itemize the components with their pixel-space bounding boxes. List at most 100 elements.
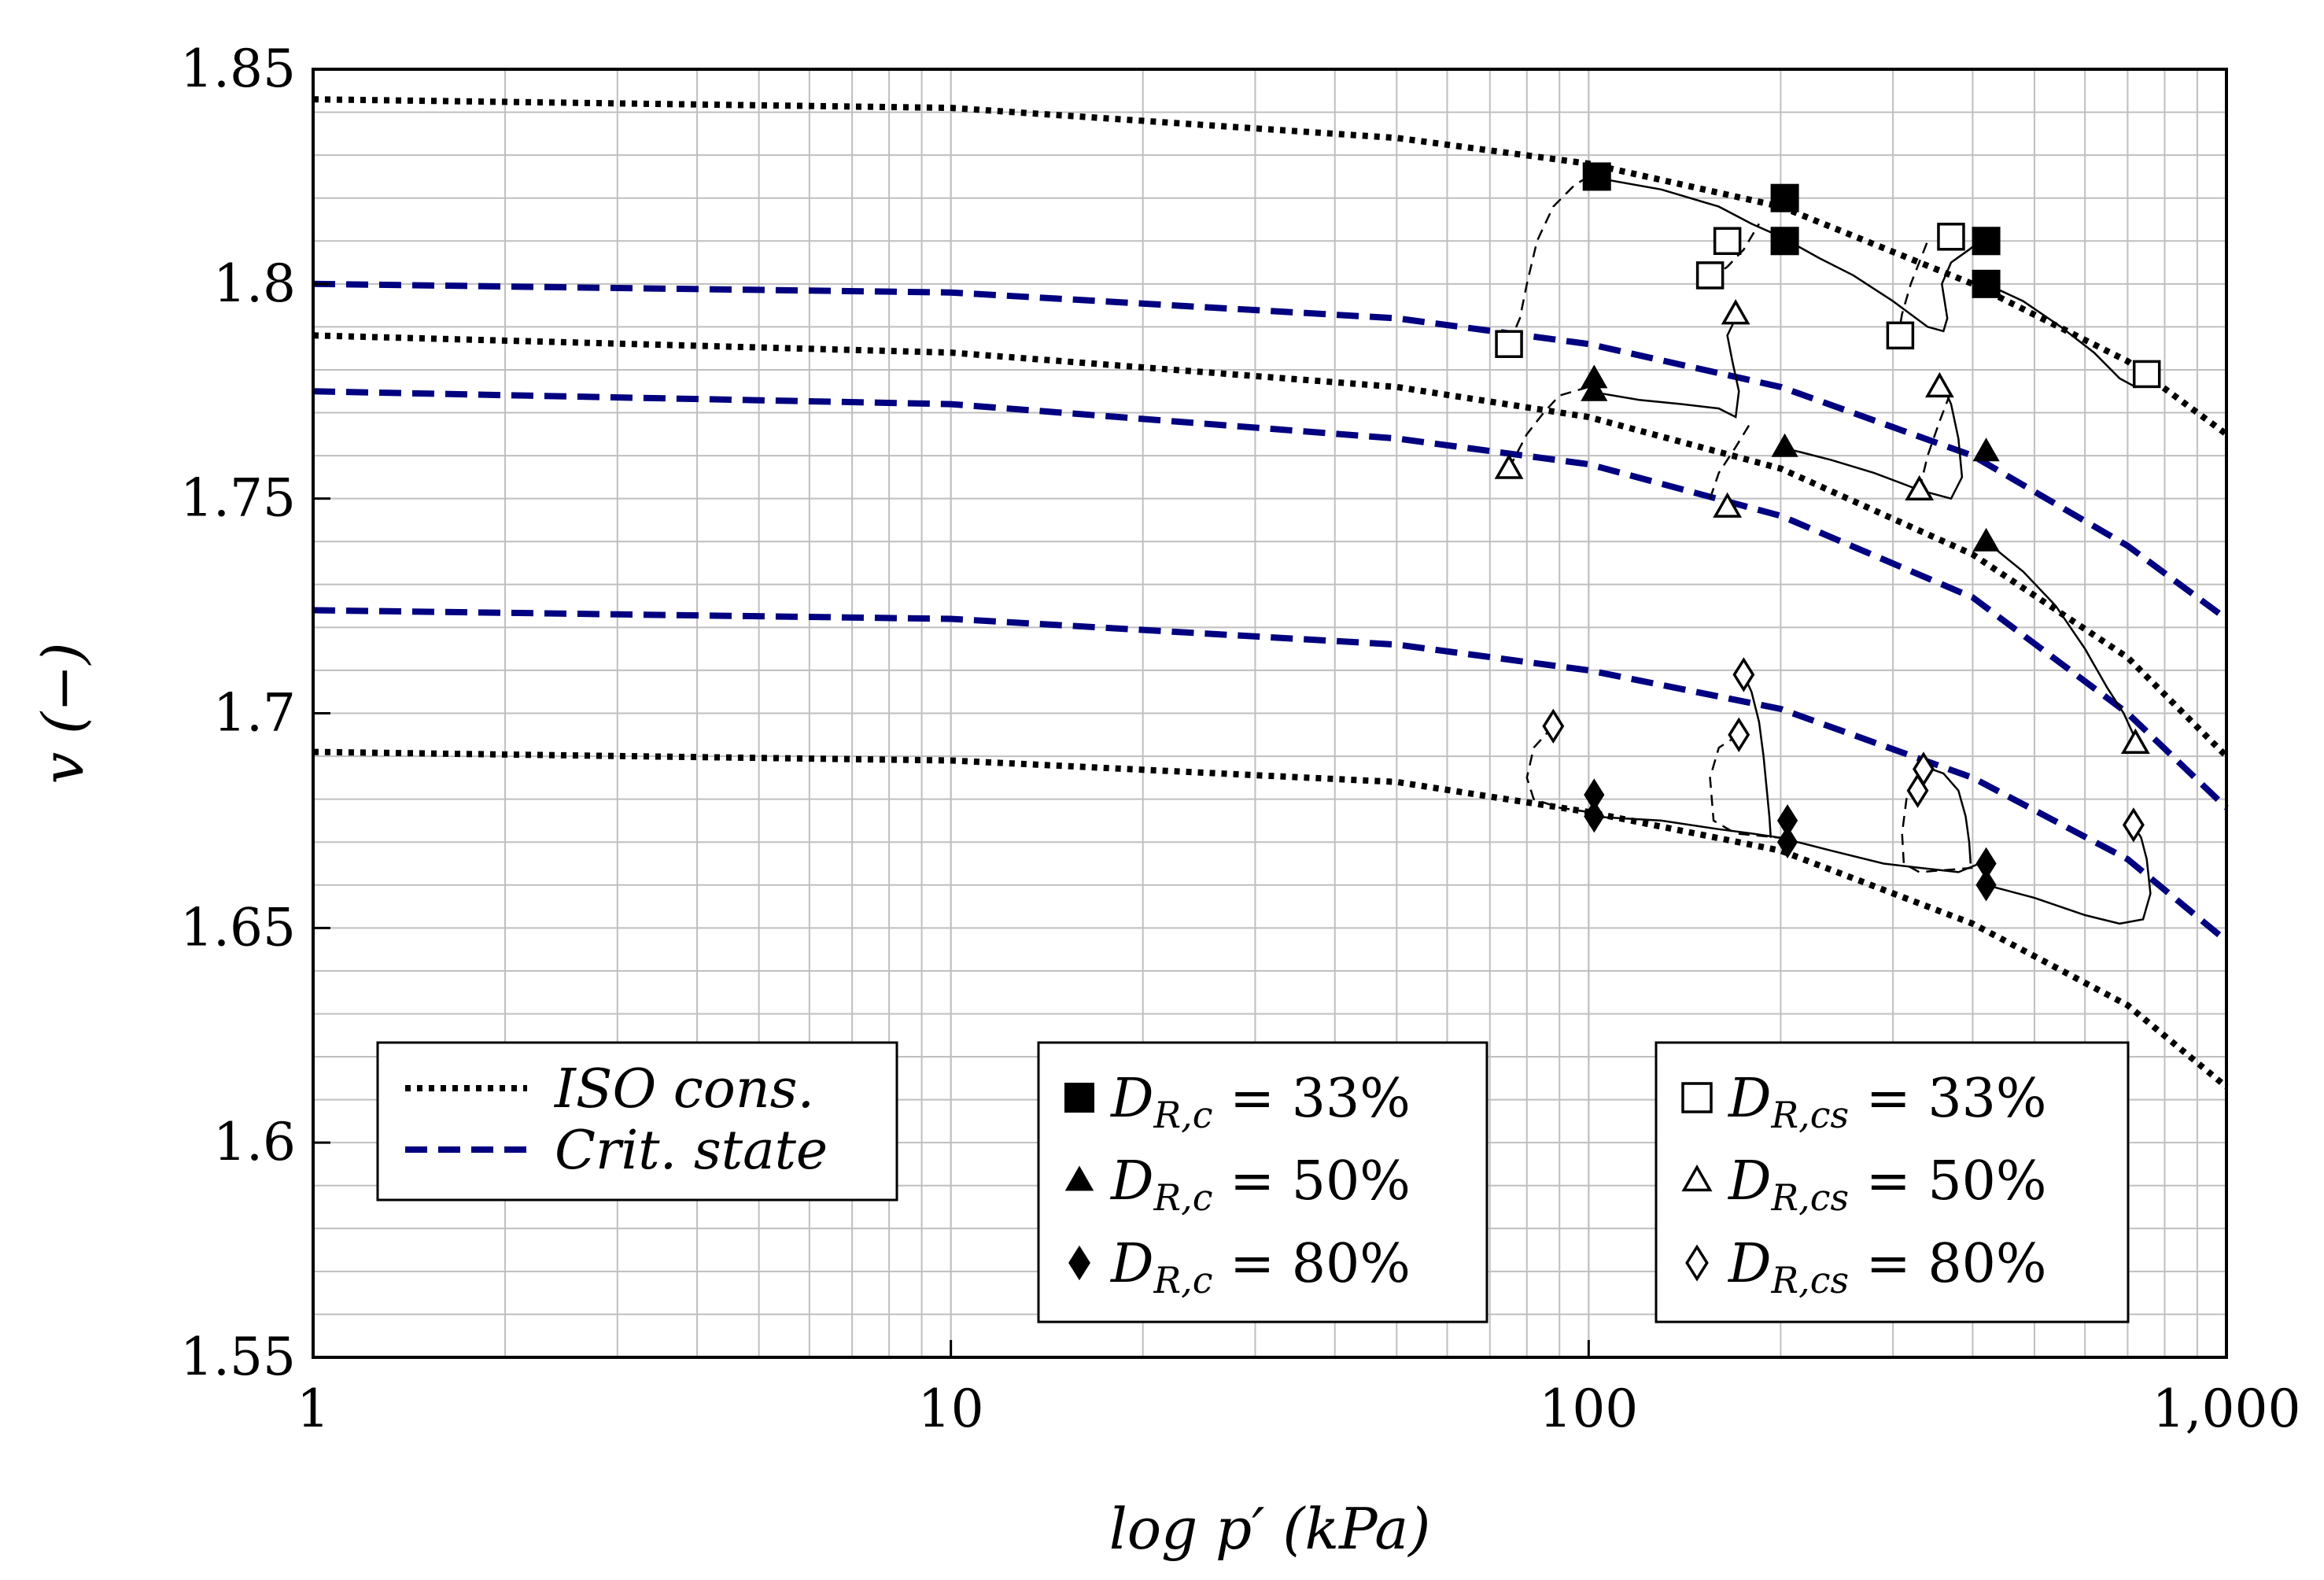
legend-label-symbol: D (1727, 1233, 1772, 1295)
filled-square-marker (1770, 183, 1799, 212)
data-markers (1494, 162, 2161, 902)
filled-square-marker (1972, 269, 2001, 298)
crit-state-curve (312, 607, 2229, 943)
filled-diamond-marker (1776, 825, 1798, 858)
test-path-dashed (1507, 175, 1589, 345)
legend-label-value: = 33% (1213, 1068, 1411, 1130)
open-square-marker (1695, 261, 1725, 290)
test-path-solid (1919, 763, 1972, 864)
open-square-marker (1886, 321, 1915, 350)
x-tick-label: 1 (297, 1379, 330, 1439)
legend-label-subscript: R,c (1153, 1176, 1213, 1219)
legend-label-value: = 50% (1849, 1150, 2046, 1213)
filled-diamond-marker (1975, 868, 1997, 902)
legend-label-subscript: R,cs (1771, 1259, 1850, 1301)
filled-square-marker (1770, 227, 1799, 256)
filled-square-marker (1972, 227, 2001, 256)
open-diamond-marker (1728, 717, 1750, 752)
y-tick-label: 1.8 (213, 253, 296, 314)
y-tick-label: 1.75 (180, 468, 296, 529)
iso-cons-curve (312, 96, 2229, 437)
open-diamond-marker (2122, 807, 2145, 843)
open-square-marker (2132, 360, 2161, 389)
legend-box (1037, 1041, 1488, 1323)
test-path-solid (1743, 674, 1773, 838)
legend-label: DR,cs = 50% (1727, 1150, 2047, 1219)
test-path-dashed (1896, 240, 1929, 341)
legend-label: ISO cons. (553, 1058, 814, 1120)
legend-label-value: = 50% (1213, 1150, 1411, 1213)
y-tick-label: 1.55 (180, 1327, 296, 1387)
test-path-dashed (1709, 733, 1781, 839)
test-path-dashed (1525, 725, 1589, 814)
x-tick-label: 1,000 (2152, 1379, 2301, 1439)
test-paths (1507, 175, 2152, 925)
legend-label: Crit. state (555, 1120, 828, 1182)
test-path-solid (1986, 824, 2152, 925)
test-path-dashed (1901, 781, 1973, 873)
iso-cons-curve (312, 748, 2229, 1090)
legend-label: DR,c = 50% (1109, 1150, 1411, 1219)
test-path-solid (1588, 309, 1740, 419)
legend-box (376, 1041, 898, 1202)
legend-label-subscript: R,c (1153, 1259, 1213, 1301)
legend-label-symbol: D (1109, 1233, 1154, 1295)
test-path-solid (1986, 282, 2148, 389)
filled-triangle-marker (1771, 433, 1798, 457)
series-curves (312, 96, 2229, 1090)
legend-label-subscript: R,cs (1771, 1176, 1850, 1219)
legend-label: DR,c = 33% (1109, 1068, 1411, 1136)
open-square-marker (1713, 227, 1742, 256)
open-triangle-marker (2120, 728, 2150, 754)
open-triangle-marker (1713, 492, 1743, 518)
filled-triangle-marker (1581, 377, 1608, 401)
test-path-solid (1985, 541, 2137, 740)
test-path-solid (1588, 815, 1980, 873)
y-tick-label: 1.6 (213, 1112, 296, 1172)
legend-label-value: = 33% (1849, 1068, 2046, 1130)
filled-triangle-marker (1972, 527, 2000, 552)
legend-open-square-marker (1681, 1082, 1713, 1113)
open-diamond-marker (1906, 773, 1929, 808)
open-diamond-marker (1542, 708, 1565, 744)
legend-filled-triangle-marker (1064, 1165, 1094, 1191)
open-triangle-marker (1924, 371, 1954, 398)
legend-label-value: = 80% (1213, 1233, 1411, 1295)
legend-filled-square-marker (1064, 1083, 1094, 1113)
legend-label-symbol: D (1109, 1150, 1154, 1213)
legend-label: DR,cs = 33% (1727, 1068, 2047, 1136)
x-tick-label: 100 (1539, 1379, 1638, 1439)
filled-square-marker (1582, 162, 1611, 191)
open-diamond-marker (1732, 657, 1755, 692)
open-triangle-marker (1721, 299, 1750, 325)
legend-open-triangle-marker (1681, 1164, 1713, 1192)
test-path-solid (1588, 175, 1980, 333)
legend-label: DR,c = 80% (1109, 1233, 1411, 1301)
legend-label-subscript: R,c (1153, 1094, 1213, 1136)
axis-ticks: 1 10 100 1,000 1.55 1.6 1.65 1.7 1.75 1.8 1.85 (180, 39, 2300, 1439)
legend-label-symbol: D (1727, 1150, 1772, 1213)
crit-state-curve (312, 280, 2229, 622)
iso-cons-curve (312, 332, 2229, 759)
legend-box (1654, 1041, 2130, 1323)
x-tick-label: 10 (918, 1379, 984, 1439)
open-square-marker (1937, 223, 1965, 251)
open-triangle-marker (1494, 453, 1524, 479)
y-tick-label: 1.65 (180, 897, 296, 958)
y-tick-label: 1.85 (180, 39, 296, 99)
y-axis-label: v (−) (30, 642, 96, 784)
filled-diamond-marker (1584, 799, 1605, 833)
legend-filled-diamond-marker (1068, 1245, 1090, 1281)
legend-label-symbol: D (1727, 1068, 1772, 1130)
legend-label-symbol: D (1109, 1068, 1154, 1130)
legend-label-subscript: R,cs (1771, 1094, 1850, 1136)
legend-open-diamond-marker (1685, 1244, 1709, 1282)
test-path-dashed (1507, 386, 1589, 470)
legend-label-value: = 80% (1849, 1233, 2046, 1295)
open-triangle-marker (1905, 474, 1935, 501)
filled-triangle-marker (1972, 437, 2000, 462)
test-path-dashed (1709, 420, 1753, 500)
legend-label: DR,cs = 80% (1727, 1233, 2047, 1301)
